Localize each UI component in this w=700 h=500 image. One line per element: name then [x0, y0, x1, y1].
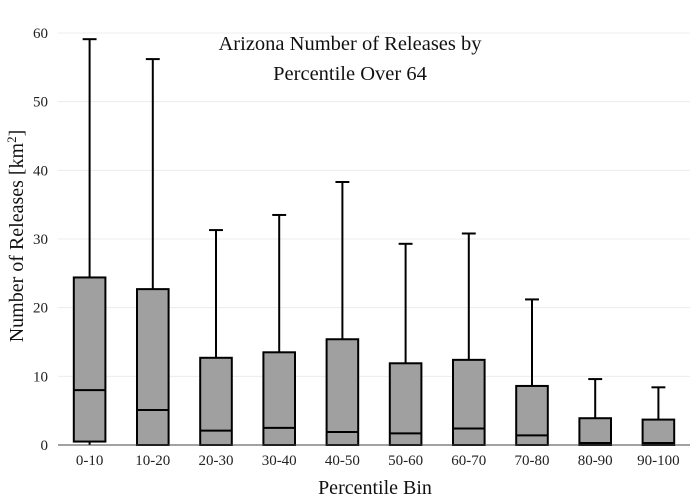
box-0-10 [72, 38, 107, 445]
box-series [72, 38, 676, 447]
y-tick-label-10: 10 [33, 369, 48, 385]
chart-title-line-2: Percentile Over 64 [273, 63, 427, 85]
box-30-40 [262, 213, 296, 446]
iqr-box [452, 358, 486, 446]
x-tick-label-20-30: 20-30 [199, 453, 234, 469]
x-tick-label-30-40: 30-40 [262, 453, 297, 469]
iqr-box [325, 338, 360, 446]
y-tick-label-0: 0 [41, 438, 49, 454]
x-tick-label-50-60: 50-60 [388, 453, 423, 469]
box-40-50 [325, 181, 360, 446]
y-tick-label-30: 30 [33, 232, 48, 248]
x-tick-label-40-50: 40-50 [325, 453, 360, 469]
y-axis-title: Number of Releases [km2] [4, 130, 28, 343]
box-50-60 [388, 242, 423, 446]
iqr-box [388, 362, 423, 446]
x-tick-label-90-100: 90-100 [637, 453, 680, 469]
iqr-box [578, 417, 613, 447]
x-tick-labels: 0-10 10-20 20-30 30-40 40-50 50-60 60-70 70-80 8… [76, 453, 680, 469]
iqr-box [199, 356, 233, 446]
y-tick-label-40: 40 [33, 163, 48, 179]
box-70-80 [515, 298, 549, 446]
box-60-70 [452, 232, 486, 446]
x-tick-label-60-70: 60-70 [451, 453, 486, 469]
iqr-box [72, 276, 107, 443]
chart-title-line-1: Arizona Number of Releases by [219, 33, 483, 55]
box-80-90 [578, 378, 613, 447]
box-20-30 [199, 229, 233, 446]
y-axis-title-main: Number of Releases [km [6, 142, 28, 342]
y-tick-label-50: 50 [33, 95, 48, 111]
x-tick-label-0-10: 0-10 [76, 453, 104, 469]
x-axis-title: Percentile Bin [318, 477, 432, 499]
y-axis-title-superscript: 2 [4, 136, 19, 143]
iqr-box [136, 288, 170, 447]
y-axis-title-close: ] [6, 130, 28, 137]
x-tick-label-80-90: 80-90 [578, 453, 613, 469]
y-tick-labels: 0 10 20 30 40 50 60 [33, 26, 48, 454]
box-10-20 [136, 58, 170, 447]
x-tick-label-70-80: 70-80 [515, 453, 550, 469]
y-tick-label-20: 20 [33, 301, 48, 317]
iqr-box [262, 351, 296, 446]
y-tick-label-60: 60 [33, 26, 48, 42]
x-tick-label-10-20: 10-20 [135, 453, 170, 469]
iqr-box [641, 418, 676, 446]
box-90-100 [641, 386, 676, 446]
